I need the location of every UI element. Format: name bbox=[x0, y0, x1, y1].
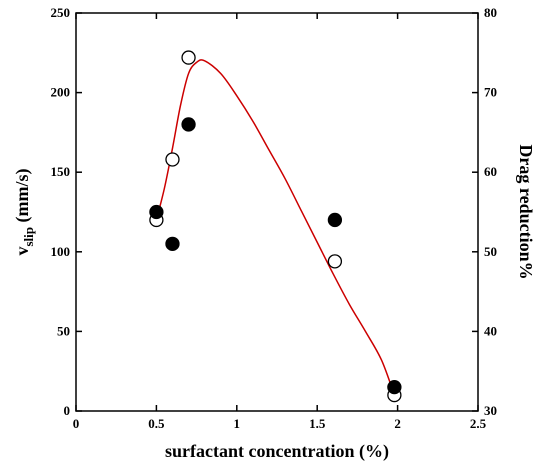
right-y-tick-label: 80 bbox=[484, 5, 497, 20]
fit-curve bbox=[155, 59, 396, 396]
open-data-point bbox=[181, 50, 196, 65]
x-tick-label: 2 bbox=[394, 416, 401, 431]
x-axis-ticks: 0 0.5 1 1.5 2 2.5 bbox=[73, 13, 487, 431]
left-y-tick-label: 150 bbox=[51, 164, 71, 179]
filled-data-point bbox=[165, 236, 180, 251]
open-data-point bbox=[165, 152, 180, 167]
x-tick-label: 0.5 bbox=[148, 416, 165, 431]
right-y-axis-ticks: 30 40 50 60 70 80 bbox=[472, 5, 497, 418]
left-y-tick-label: 200 bbox=[51, 85, 71, 100]
left-y-tick-label: 50 bbox=[57, 323, 70, 338]
right-y-tick-label: 50 bbox=[484, 244, 497, 259]
left-y-axis-label-sub: slip bbox=[21, 227, 36, 247]
left-y-tick-label: 250 bbox=[51, 5, 71, 20]
data-points bbox=[149, 50, 402, 403]
right-y-tick-label: 60 bbox=[484, 164, 497, 179]
right-y-axis-label: Drag reduction% bbox=[516, 144, 533, 279]
x-tick-label: 1.5 bbox=[309, 416, 326, 431]
filled-data-point bbox=[387, 379, 402, 395]
filled-data-point bbox=[327, 212, 343, 228]
left-y-tick-label: 0 bbox=[64, 403, 71, 418]
left-y-tick-label: 100 bbox=[51, 244, 71, 259]
filled-data-point bbox=[149, 204, 164, 220]
x-tick-label: 2.5 bbox=[470, 416, 487, 431]
x-tick-label: 1 bbox=[234, 416, 241, 431]
x-axis-label: surfactant concentration (%) bbox=[165, 441, 389, 462]
left-y-axis-label: vslip (mm/s) bbox=[12, 168, 36, 255]
right-y-tick-label: 70 bbox=[484, 85, 497, 100]
filled-data-point bbox=[181, 117, 196, 132]
plot-frame bbox=[75, 12, 479, 412]
x-tick-label: 0 bbox=[73, 416, 80, 431]
open-data-point bbox=[327, 254, 343, 269]
left-y-axis-label-main: v bbox=[12, 247, 32, 256]
left-y-axis-ticks: 0 50 100 150 200 250 bbox=[51, 5, 82, 418]
right-y-tick-label: 40 bbox=[484, 323, 497, 338]
left-y-axis-label-unit: (mm/s) bbox=[12, 168, 33, 226]
right-y-tick-label: 30 bbox=[484, 403, 497, 418]
